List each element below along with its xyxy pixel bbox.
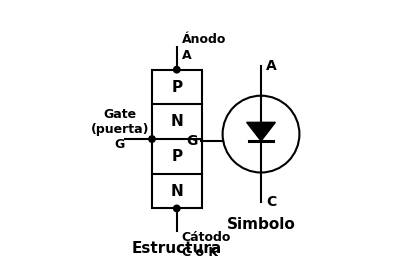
Text: A: A (182, 48, 191, 62)
Circle shape (173, 205, 180, 212)
Circle shape (149, 136, 155, 142)
Bar (152, 70, 202, 209)
Text: N: N (171, 114, 183, 129)
Circle shape (173, 67, 180, 73)
Text: N: N (171, 184, 183, 198)
Circle shape (223, 96, 299, 173)
Text: P: P (171, 149, 182, 164)
Text: A: A (266, 59, 277, 73)
Text: C: C (266, 195, 276, 209)
Text: Simbolo: Simbolo (227, 217, 295, 232)
Text: Estructura: Estructura (132, 241, 222, 256)
Text: Gate
(puerta)
G: Gate (puerta) G (90, 108, 149, 151)
Text: P: P (171, 80, 182, 95)
Text: G: G (186, 134, 197, 148)
Polygon shape (247, 122, 275, 141)
Text: Cátodo
C o K: Cátodo C o K (182, 231, 231, 259)
Text: Ánodo: Ánodo (182, 33, 226, 46)
